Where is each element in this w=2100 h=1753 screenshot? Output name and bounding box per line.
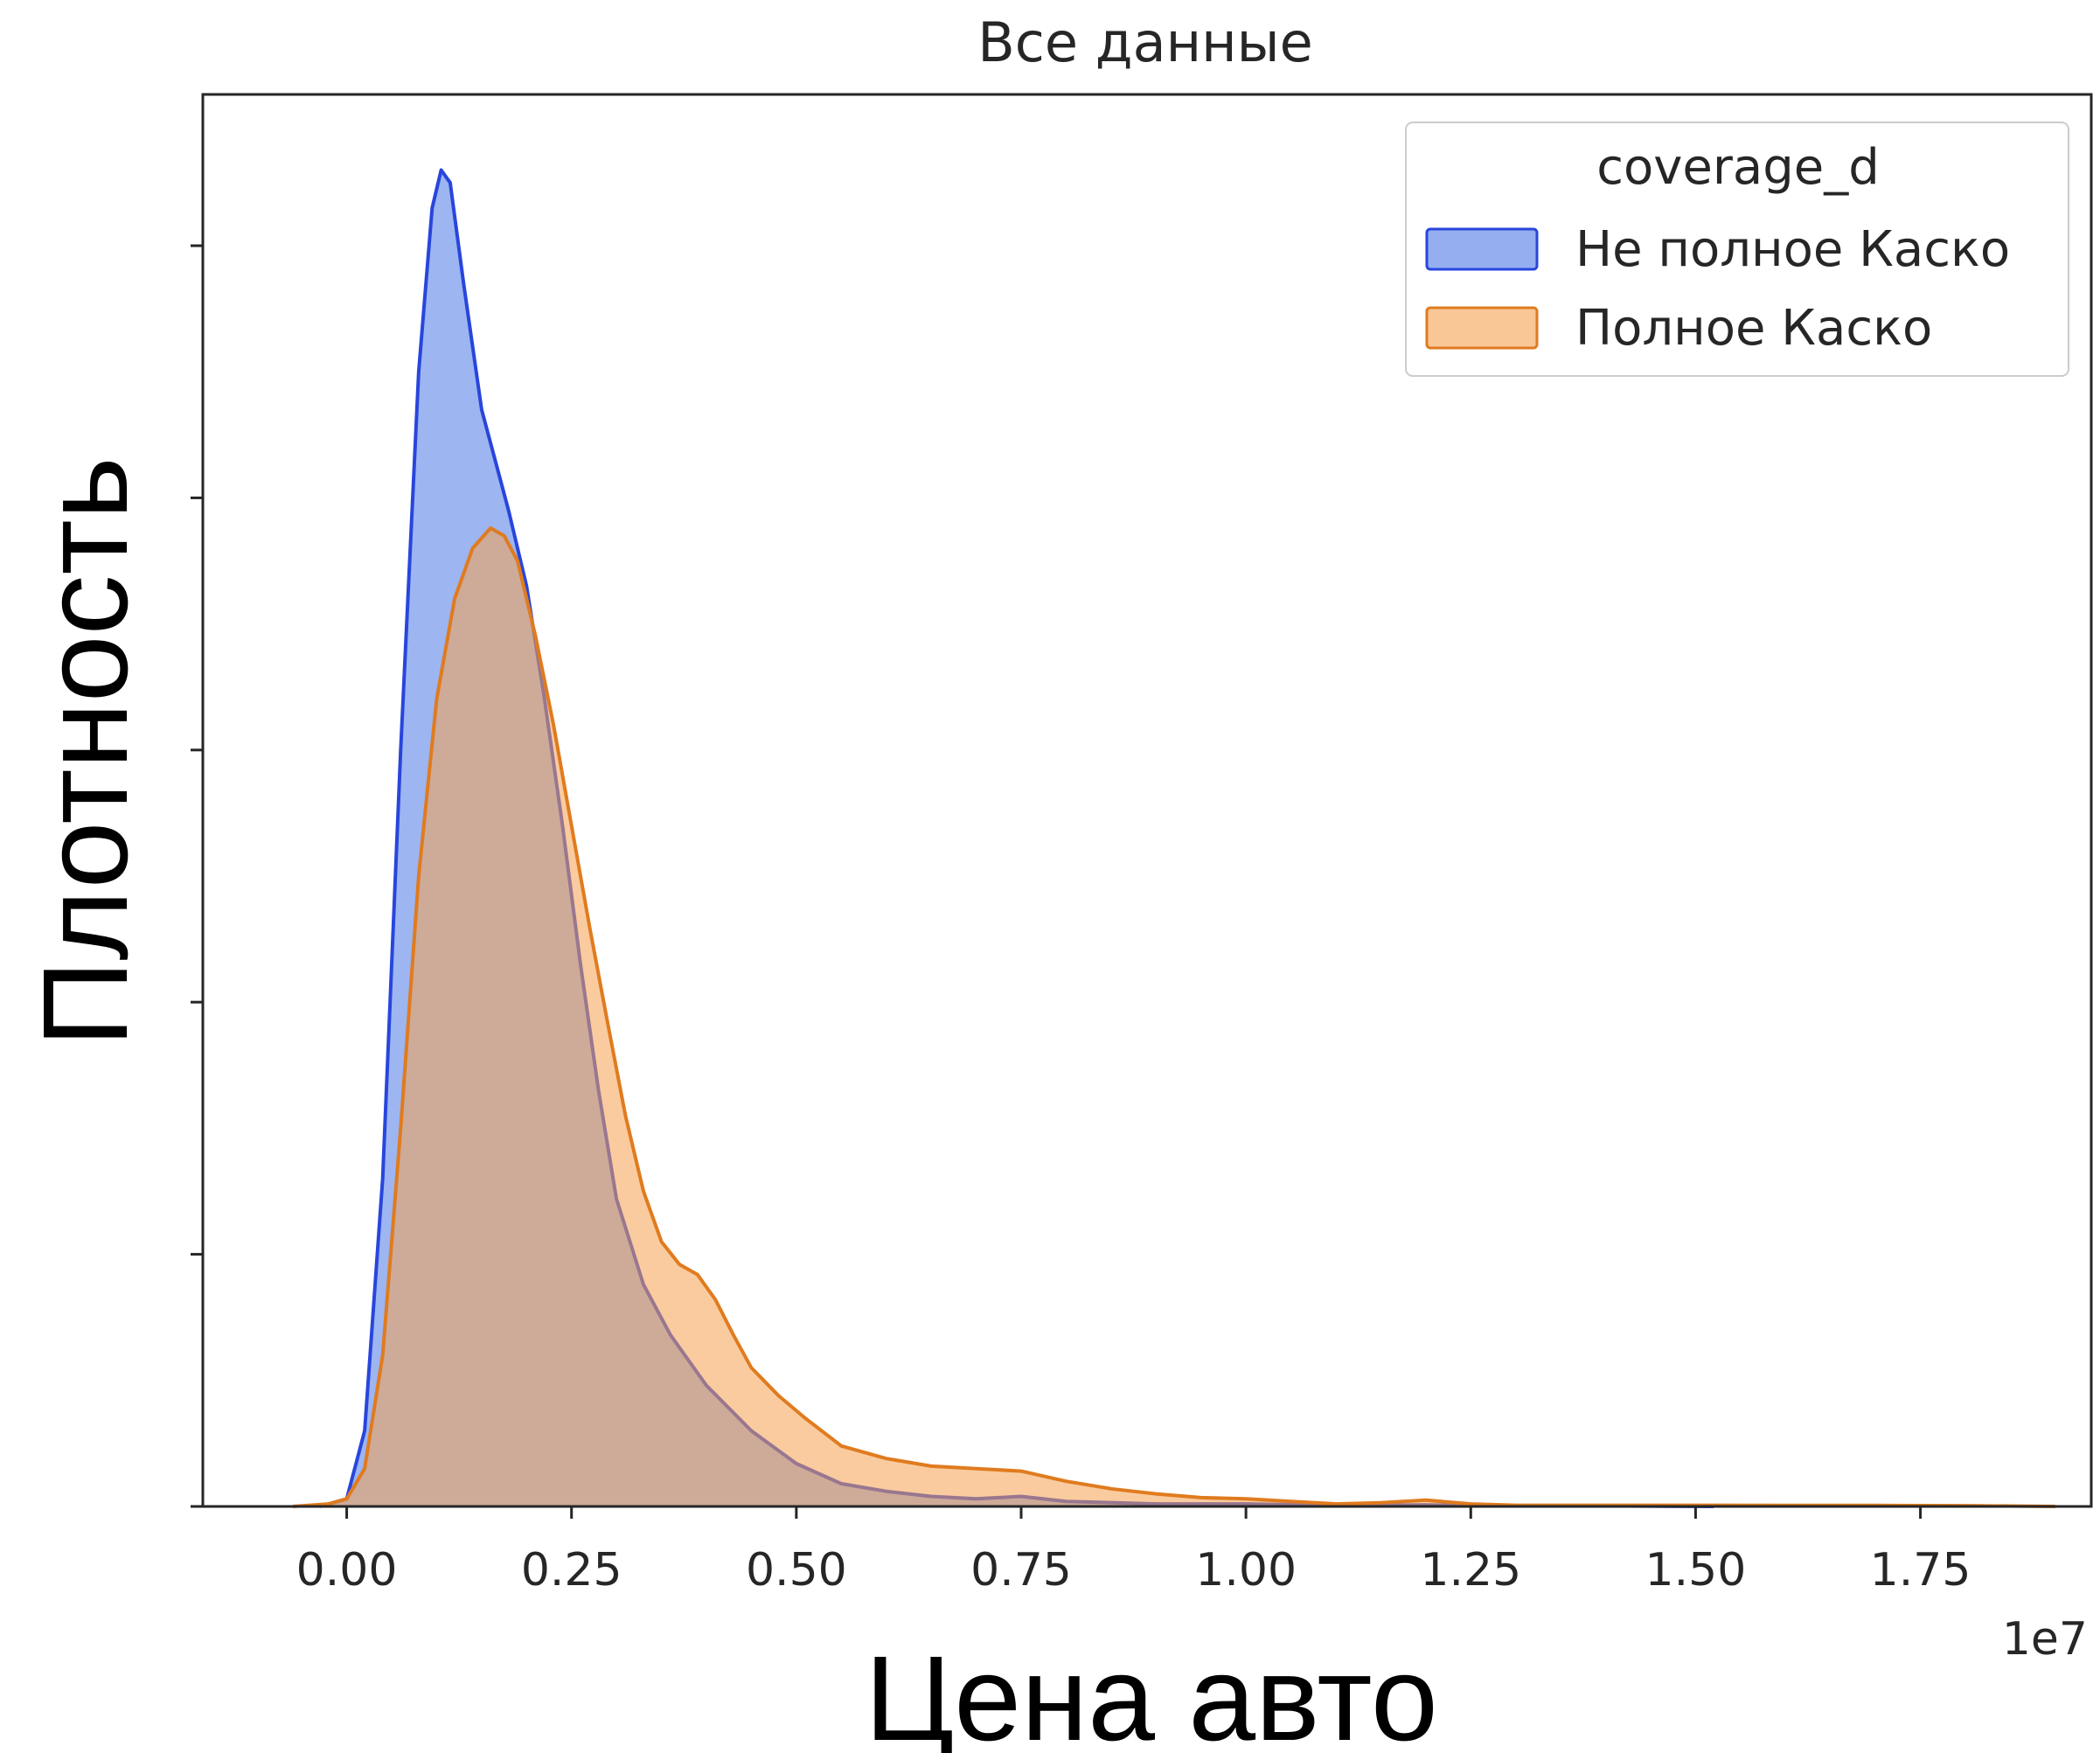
x-tick-label: 1.00 bbox=[1195, 1544, 1297, 1596]
legend-swatch-full-kasko bbox=[1425, 306, 1539, 350]
legend: coverage_d Не полное Каско Полное Каско bbox=[1405, 122, 2069, 377]
x-tick-label: 0.00 bbox=[296, 1544, 398, 1596]
legend-swatch-not-full-kasko bbox=[1425, 227, 1539, 271]
y-axis bbox=[191, 244, 203, 1508]
plot-frame bbox=[201, 93, 2093, 1508]
x-tick-label: 1.75 bbox=[1870, 1544, 1971, 1596]
legend-label-full-kasko: Полное Каско bbox=[1575, 300, 1932, 357]
chart-title: Все данные bbox=[977, 10, 1313, 74]
x-tick-label: 0.50 bbox=[746, 1544, 847, 1596]
x-tick-label: 0.25 bbox=[521, 1544, 622, 1596]
density-line-1 bbox=[292, 526, 2055, 1508]
legend-title: coverage_d bbox=[1596, 139, 1880, 196]
x-offset-label: 1e7 bbox=[2002, 1613, 2088, 1666]
x-tick-label: 1.25 bbox=[1420, 1544, 1521, 1596]
x-axis: 0.00 0.25 0.50 0.75 1.00 1.25 1.50 1.75 bbox=[296, 1506, 1971, 1596]
x-tick-label: 0.75 bbox=[970, 1544, 1072, 1596]
legend-box bbox=[1405, 122, 2069, 377]
legend-label-not-full-kasko: Не полное Каско bbox=[1575, 221, 2010, 278]
density-area-1 bbox=[292, 528, 2055, 1506]
y-axis-label: Плотность bbox=[18, 456, 153, 1047]
x-tick-label: 1.50 bbox=[1645, 1544, 1747, 1596]
x-axis-label: Цена авто bbox=[865, 1631, 1438, 1753]
series-layer bbox=[292, 168, 2055, 1508]
